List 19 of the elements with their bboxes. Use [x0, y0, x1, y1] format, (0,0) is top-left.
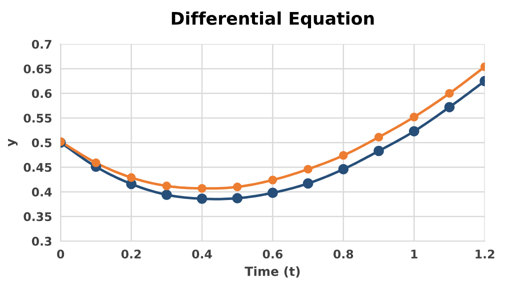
- x-tick-label: 0.4: [192, 250, 212, 259]
- x-tick-label: 1: [411, 250, 418, 258]
- y-tick-label: 0.5: [32, 138, 52, 148]
- y-tick-label: 0.3: [32, 236, 52, 246]
- x-axis-title: Time (t): [244, 266, 300, 278]
- y-tick-label: 0.65: [24, 64, 52, 74]
- x-tick-label: 0.8: [334, 250, 354, 259]
- y-tick-label: 0.35: [24, 212, 52, 222]
- y-axis-title: y: [8, 138, 18, 147]
- chart-title: Differential Equation: [172, 11, 374, 28]
- x-tick-label: 0: [57, 250, 64, 259]
- x-tick-label: 0.2: [121, 250, 141, 259]
- y-tick-label: 0.6: [32, 89, 52, 98]
- y-tick-label: 0.45: [24, 162, 52, 172]
- y-tick-label: 0.7: [32, 40, 52, 49]
- y-tick-label: 0.4: [32, 188, 52, 196]
- y-tick-label: 0.55: [24, 114, 52, 123]
- x-tick-label: 0.6: [262, 250, 283, 259]
- x-tick-label: 1.2: [476, 250, 494, 258]
